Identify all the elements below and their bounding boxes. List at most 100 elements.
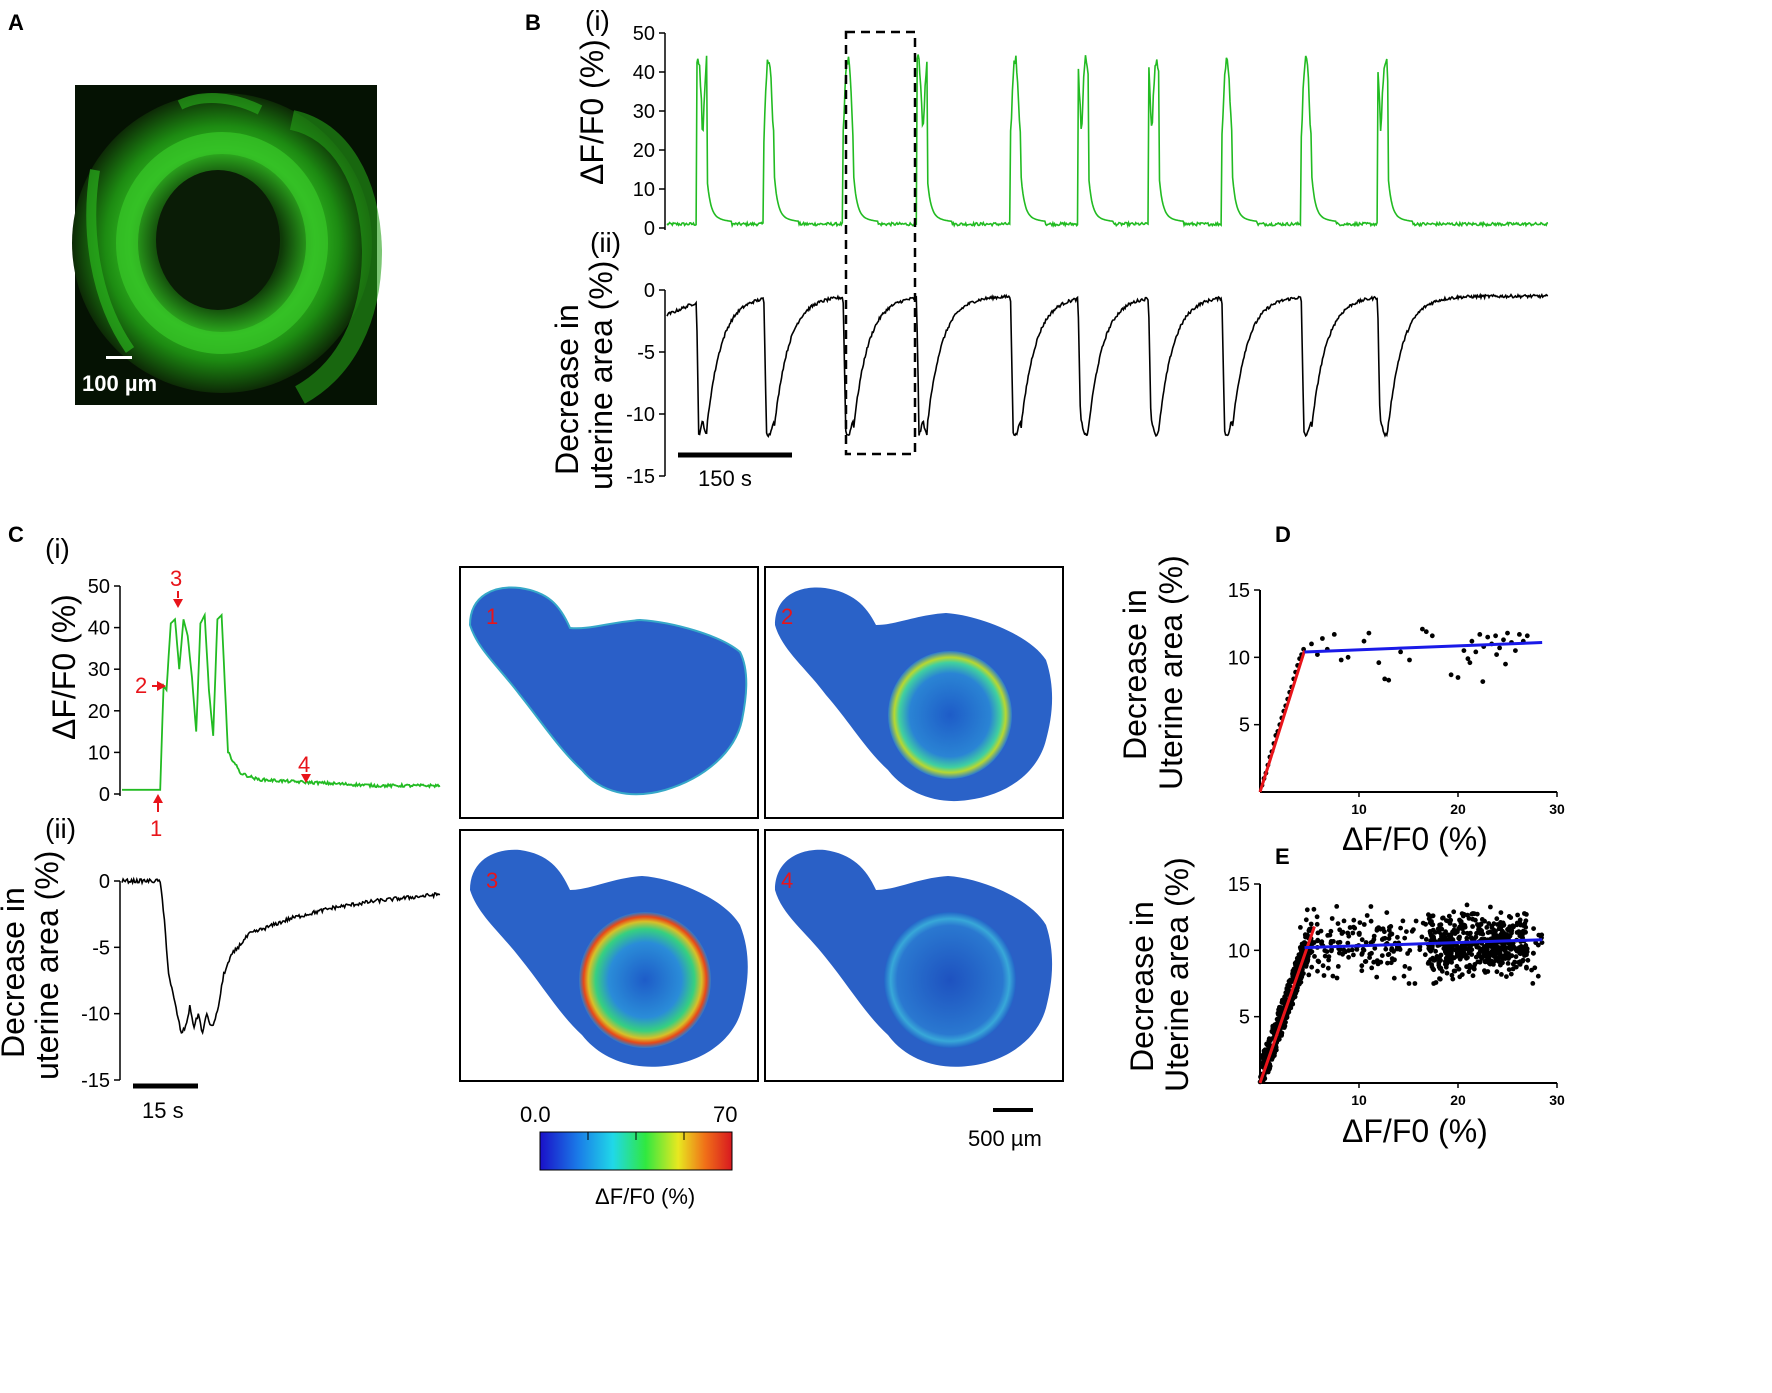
panel-e-point [1461, 922, 1466, 928]
panel-d-point [1501, 637, 1506, 643]
panel-e-point [1351, 952, 1356, 958]
panel-e-point [1413, 918, 1419, 924]
panel-d-point [1467, 660, 1473, 666]
panel-e-point [1363, 940, 1369, 945]
panel-e-point [1529, 967, 1534, 973]
panel-e-point [1402, 964, 1408, 969]
svg-text:1: 1 [150, 816, 162, 841]
svg-text:4: 4 [298, 752, 310, 777]
panel-b-i-tick-label-2: 20 [633, 140, 655, 162]
panel-e-point [1494, 916, 1500, 922]
panel-c-ii-tick-label-3: -15 [81, 1070, 110, 1092]
panel-e-point [1454, 951, 1460, 957]
panel-e-point [1491, 933, 1497, 939]
panel-e-point [1461, 930, 1466, 936]
panel-d-point [1473, 649, 1479, 655]
panel-e-point [1281, 1024, 1287, 1029]
panel-e-point [1448, 917, 1454, 923]
panel-e-point [1319, 939, 1325, 945]
panel-e-point [1494, 969, 1500, 975]
panel-d-points [1259, 626, 1530, 788]
panel-e-point [1372, 945, 1378, 951]
panel-e-xlabel: ΔF/F0 (%) [1342, 1113, 1488, 1149]
panel-e-point [1305, 953, 1311, 959]
panel-b-ii-tick-label-3: -15 [626, 466, 655, 488]
panel-b-ylabel-ii-1: Decrease in [549, 304, 585, 475]
panel-e-point [1498, 910, 1504, 915]
panel-e-point [1457, 945, 1463, 951]
panel-label-e: E [1275, 844, 1290, 869]
panel-e-point [1279, 1033, 1284, 1038]
panel-e-point [1491, 954, 1497, 959]
panel-e-point [1476, 952, 1482, 958]
panel-e-point [1452, 923, 1457, 928]
panel-e-point [1379, 937, 1385, 942]
panel-d-point [1494, 652, 1499, 657]
panel-b-highlight-box [844, 30, 917, 456]
panel-e-fit-plateau [1304, 938, 1543, 950]
panel-e-point [1509, 930, 1514, 936]
panel-c-marker-1: 1 [150, 794, 163, 841]
panel-label-a: A [8, 10, 24, 35]
panel-e-point [1449, 954, 1455, 959]
panel-e-point [1328, 940, 1334, 946]
panel-e-point [1306, 972, 1312, 978]
panel-d-point [1398, 649, 1403, 655]
panel-e-point [1345, 940, 1351, 946]
panel-e-point [1407, 966, 1412, 971]
panel-d-ytick-label-2: 15 [1228, 580, 1250, 602]
panel-e-point [1395, 934, 1400, 940]
panel-e-point [1506, 914, 1512, 919]
panel-e-point [1335, 964, 1341, 969]
panel-d-point [1477, 632, 1483, 637]
panel-e-point [1301, 971, 1306, 976]
panel-d-point [1469, 638, 1475, 644]
panel-d-ticks: 10 20 30 5 10 15 [1228, 580, 1565, 817]
panel-d-ytick-label-1: 10 [1228, 647, 1250, 669]
panel-e-point [1482, 918, 1487, 924]
panel-e-point [1488, 904, 1493, 910]
panel-e-point [1468, 935, 1474, 940]
panel-e-point [1430, 966, 1436, 972]
panel-c-marker-2: 2 [135, 673, 166, 698]
svg-text:3: 3 [486, 868, 498, 893]
panel-e-point [1419, 934, 1425, 940]
panel-e-point [1327, 932, 1333, 938]
panel-e-point [1329, 916, 1335, 921]
panel-e-point [1309, 964, 1315, 970]
panel-e-point [1508, 971, 1514, 977]
panel-d-point [1320, 636, 1325, 641]
panel-e-point [1478, 921, 1484, 927]
panel-e-point [1510, 966, 1516, 972]
panel-e-fit-rising [1258, 925, 1316, 1084]
panel-e-point [1517, 933, 1523, 939]
panel-e-point [1326, 957, 1331, 963]
panel-e-point [1497, 952, 1503, 957]
panel-e-point [1412, 981, 1418, 986]
panel-d-point [1465, 656, 1471, 662]
panel-e-point [1464, 955, 1469, 961]
panel-e-point [1482, 944, 1487, 949]
panel-e-point [1286, 1008, 1292, 1014]
panel-e-point [1517, 950, 1523, 956]
panel-b-i-tick-label-1: 10 [633, 179, 655, 201]
panel-e-point [1349, 947, 1355, 953]
panel-e-point [1504, 974, 1509, 979]
panel-e-point [1356, 932, 1362, 937]
panel-e-ticks: 10 20 30 5 10 15 [1228, 874, 1565, 1108]
panel-b-sub-i: (i) [585, 5, 610, 36]
panel-e-point [1443, 964, 1449, 970]
panel-e-point [1431, 981, 1437, 986]
panel-e-ylabel-1: Decrease in [1124, 901, 1160, 1072]
panel-e-point [1370, 939, 1376, 944]
panel-e-point [1477, 959, 1483, 965]
panel-e-point [1448, 932, 1453, 938]
panel-d-ylabel-2: Uterine area (%) [1153, 555, 1189, 790]
panel-e-point [1506, 967, 1512, 972]
panel-e-point [1449, 945, 1455, 951]
panel-e-point [1384, 910, 1390, 915]
panel-e-point [1444, 918, 1449, 923]
panel-e-point [1535, 942, 1541, 948]
panel-b-i-tick-label-5: 50 [633, 23, 655, 45]
panel-e-point [1360, 946, 1366, 952]
